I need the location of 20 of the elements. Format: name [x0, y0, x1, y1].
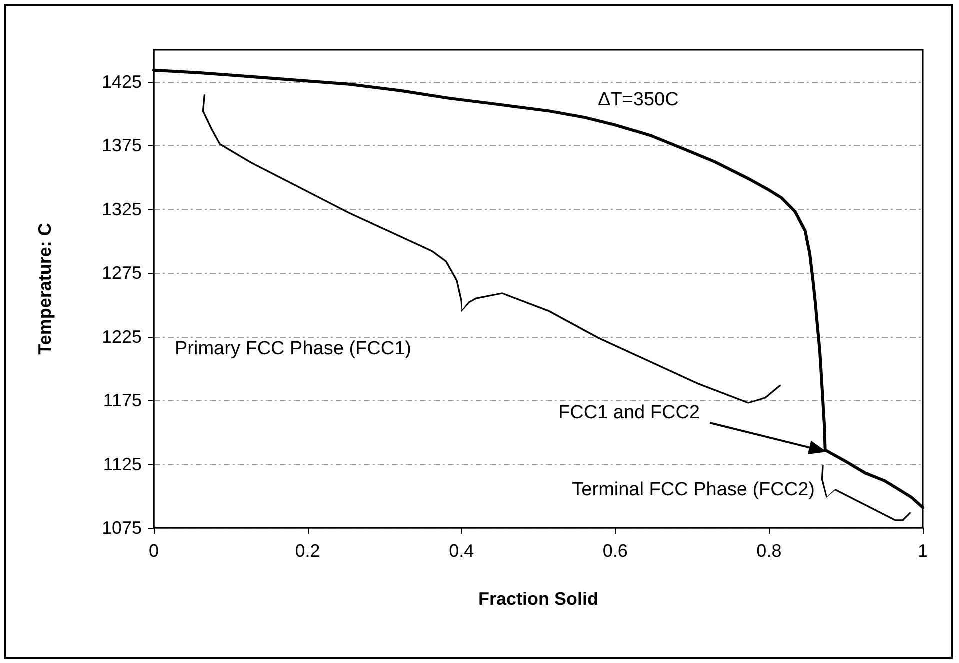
annotation: ΔT=350C [598, 90, 679, 110]
x-tick-label: 0.4 [449, 541, 474, 561]
y-tick-label: 1275 [102, 263, 142, 284]
y-tick-label: 1175 [103, 390, 142, 411]
y-tick-label: 1375 [102, 136, 142, 156]
x-axis-title: Fraction Solid [478, 589, 599, 609]
y-tick-label: 1075 [102, 518, 142, 538]
x-tick-label: 0 [148, 541, 160, 561]
y-tick-label: 1125 [103, 454, 142, 474]
x-tick-label: 0.2 [295, 541, 320, 561]
annotation: FCC1 and FCC2 [558, 402, 700, 424]
y-tick-label: 1425 [102, 72, 142, 92]
annotation: Terminal FCC Phase (FCC2) [572, 480, 815, 500]
x-tick-label: 0.8 [756, 541, 782, 561]
y-tick-label: 1225 [102, 326, 142, 347]
y-tick-label: 1325 [102, 199, 142, 220]
x-tick-label: 1 [918, 541, 928, 561]
x-tick-label: 0.6 [602, 541, 628, 561]
y-axis-title: Temperature: C [35, 223, 55, 355]
annotation: Primary FCC Phase (FCC1) [175, 338, 412, 360]
